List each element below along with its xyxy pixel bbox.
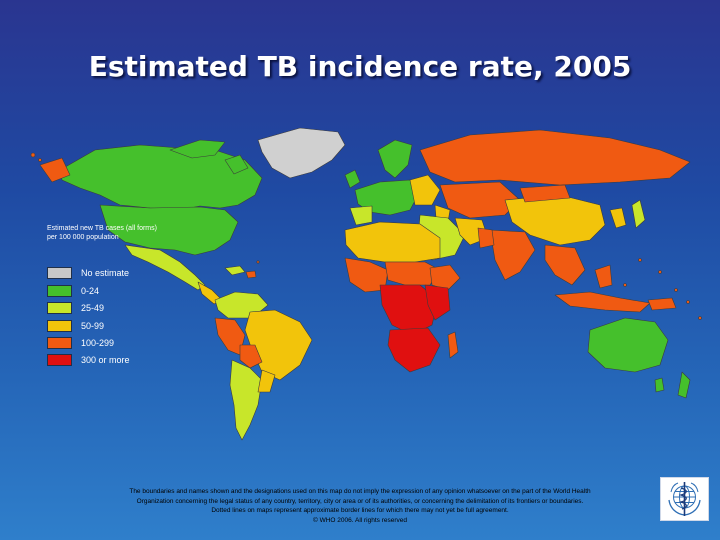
legend-item-300-or-more: 300 or more: [47, 354, 130, 366]
north-africa: [344, 221, 441, 263]
legend-swatch: [47, 267, 72, 279]
legend-swatch: [47, 320, 72, 332]
legend-label: 25-49: [81, 303, 105, 313]
disclaimer-line: Dotted lines on maps represent approxima…: [211, 507, 509, 514]
indonesia: [554, 291, 651, 313]
who-emblem-icon: [660, 477, 709, 521]
legend-label: 50-99: [81, 321, 105, 331]
horn-of-africa: [429, 264, 461, 291]
legend-label: 100-299: [81, 338, 115, 348]
mexico: [124, 244, 206, 291]
legend-swatch: [47, 337, 72, 349]
legend-item-no-estimate: No estimate: [47, 267, 129, 279]
disclaimer: The boundaries and names shown and the d…: [60, 487, 660, 525]
legend-swatch: [47, 354, 72, 366]
southern-africa: [387, 327, 441, 373]
australia: [587, 317, 669, 373]
russia: [419, 129, 691, 186]
madagascar: [447, 331, 459, 359]
brazil: [244, 309, 313, 381]
eastern-europe: [409, 174, 441, 206]
disclaimer-line: The boundaries and names shown and the d…: [129, 488, 591, 495]
east-africa: [424, 284, 451, 321]
usa: [99, 204, 239, 256]
legend-label: No estimate: [81, 268, 130, 278]
bolivia: [239, 344, 263, 369]
southeast-asia: [544, 244, 586, 286]
central-asia: [439, 181, 521, 219]
legend-label: 300 or more: [81, 355, 130, 365]
sahel: [384, 261, 441, 286]
canada: [59, 144, 263, 211]
legend-item-0-24: 0-24: [47, 285, 99, 297]
legend-swatch: [47, 285, 72, 297]
chile-argentina: [229, 359, 263, 441]
legend-item-100-299: 100-299: [47, 337, 114, 349]
legend-title: Estimated new TB cases (all forms) per 1…: [47, 225, 157, 241]
legend-item-25-49: 25-49: [47, 302, 104, 314]
mongolia: [519, 184, 571, 203]
legend-label: 0-24: [81, 286, 100, 296]
korea-japan: [609, 207, 627, 229]
india: [489, 229, 536, 281]
copyright: © WHO 2006. All rights reserved: [312, 516, 408, 524]
map-title: Estimated TB incidence rate, 2005: [88, 50, 632, 83]
greenland: [257, 127, 346, 179]
disclaimer-line: Organization concerning the legal status…: [136, 497, 584, 505]
iberia: [349, 205, 373, 226]
legend-item-50-99: 50-99: [47, 320, 104, 332]
new-zealand: [677, 371, 691, 399]
china: [504, 194, 606, 246]
legend-swatch: [47, 302, 72, 314]
scandinavia: [377, 139, 413, 179]
